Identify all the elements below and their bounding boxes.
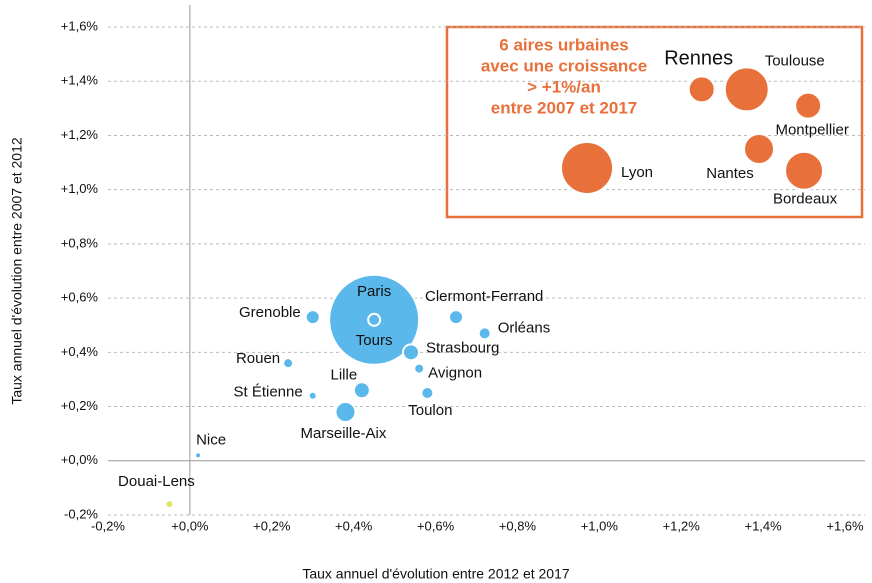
- annotation: 6 aires urbaines: [499, 35, 628, 54]
- point-label: Bordeaux: [773, 191, 838, 208]
- x-tick-label: +1,0%: [581, 518, 619, 533]
- bubble: [448, 309, 465, 326]
- y-tick-label: +1,4%: [61, 73, 99, 88]
- point-label: Toulouse: [765, 52, 825, 69]
- y-tick-label: +0,4%: [61, 344, 99, 359]
- bubble: [282, 357, 295, 370]
- x-tick-label: +1,2%: [663, 518, 701, 533]
- y-tick-label: +1,6%: [61, 18, 99, 33]
- point-label: Lille: [331, 366, 358, 383]
- bubble: [687, 75, 716, 104]
- annotation: entre 2007 et 2017: [491, 98, 638, 117]
- point-label: Clermont-Ferrand: [425, 288, 543, 305]
- point-label: Nantes: [706, 165, 754, 182]
- point-label: Marseille-Aix: [301, 425, 387, 442]
- bubble: [743, 133, 776, 165]
- y-tick-label: +0,6%: [61, 290, 99, 305]
- bubble: [307, 390, 318, 401]
- point-label: Paris: [357, 283, 391, 300]
- point-label: Tours: [356, 332, 393, 349]
- bubble: [723, 66, 770, 113]
- bubble: [560, 140, 615, 195]
- x-tick-label: -0,2%: [91, 518, 125, 533]
- bubble: [477, 326, 492, 341]
- annotation: avec une croissance: [481, 56, 647, 75]
- x-axis-label: Taux annuel d'évolution entre 2012 et 20…: [302, 566, 570, 582]
- point-label: Douai-Lens: [118, 473, 195, 490]
- x-tick-label: +0,2%: [253, 518, 291, 533]
- x-tick-label: +0,0%: [171, 518, 209, 533]
- y-tick-label: +0,0%: [61, 452, 99, 467]
- point-label: Lyon: [621, 164, 653, 181]
- bubble: [420, 386, 435, 400]
- y-tick-label: +0,2%: [61, 398, 99, 413]
- x-tick-label: +1,6%: [826, 518, 864, 533]
- x-tick-label: +0,4%: [335, 518, 373, 533]
- point-label: Nice: [196, 431, 226, 448]
- bubble: [334, 400, 357, 423]
- point-label: Toulon: [408, 402, 452, 419]
- bubble: [413, 362, 426, 375]
- point-label: Strasbourg: [426, 339, 499, 356]
- bubble: [304, 309, 321, 326]
- y-axis-label: Taux annuel d'évolution entre 2007 et 20…: [9, 137, 25, 405]
- annotation: > +1%/an: [527, 77, 601, 96]
- bubble: [401, 343, 420, 362]
- y-tick-label: +1,2%: [61, 127, 99, 142]
- y-tick-label: +0,8%: [61, 235, 99, 250]
- point-label: Grenoble: [239, 304, 301, 321]
- y-tick-label: +1,0%: [61, 181, 99, 196]
- bubble: [367, 312, 382, 327]
- point-label: Rouen: [236, 350, 280, 367]
- bubble: [794, 91, 823, 120]
- x-tick-label: +0,8%: [499, 518, 537, 533]
- bubble: [164, 499, 175, 510]
- point-label: Avignon: [428, 365, 482, 382]
- bubble: [784, 150, 825, 191]
- point-label: Orléans: [498, 319, 551, 336]
- point-label: St Étienne: [234, 384, 303, 401]
- y-tick-label: -0,2%: [64, 506, 98, 521]
- x-tick-label: +1,4%: [744, 518, 782, 533]
- bubble: [194, 451, 203, 460]
- point-label: Montpellier: [775, 122, 848, 139]
- point-label: Rennes: [664, 48, 733, 70]
- x-tick-label: +0,6%: [417, 518, 455, 533]
- bubble: [352, 381, 371, 400]
